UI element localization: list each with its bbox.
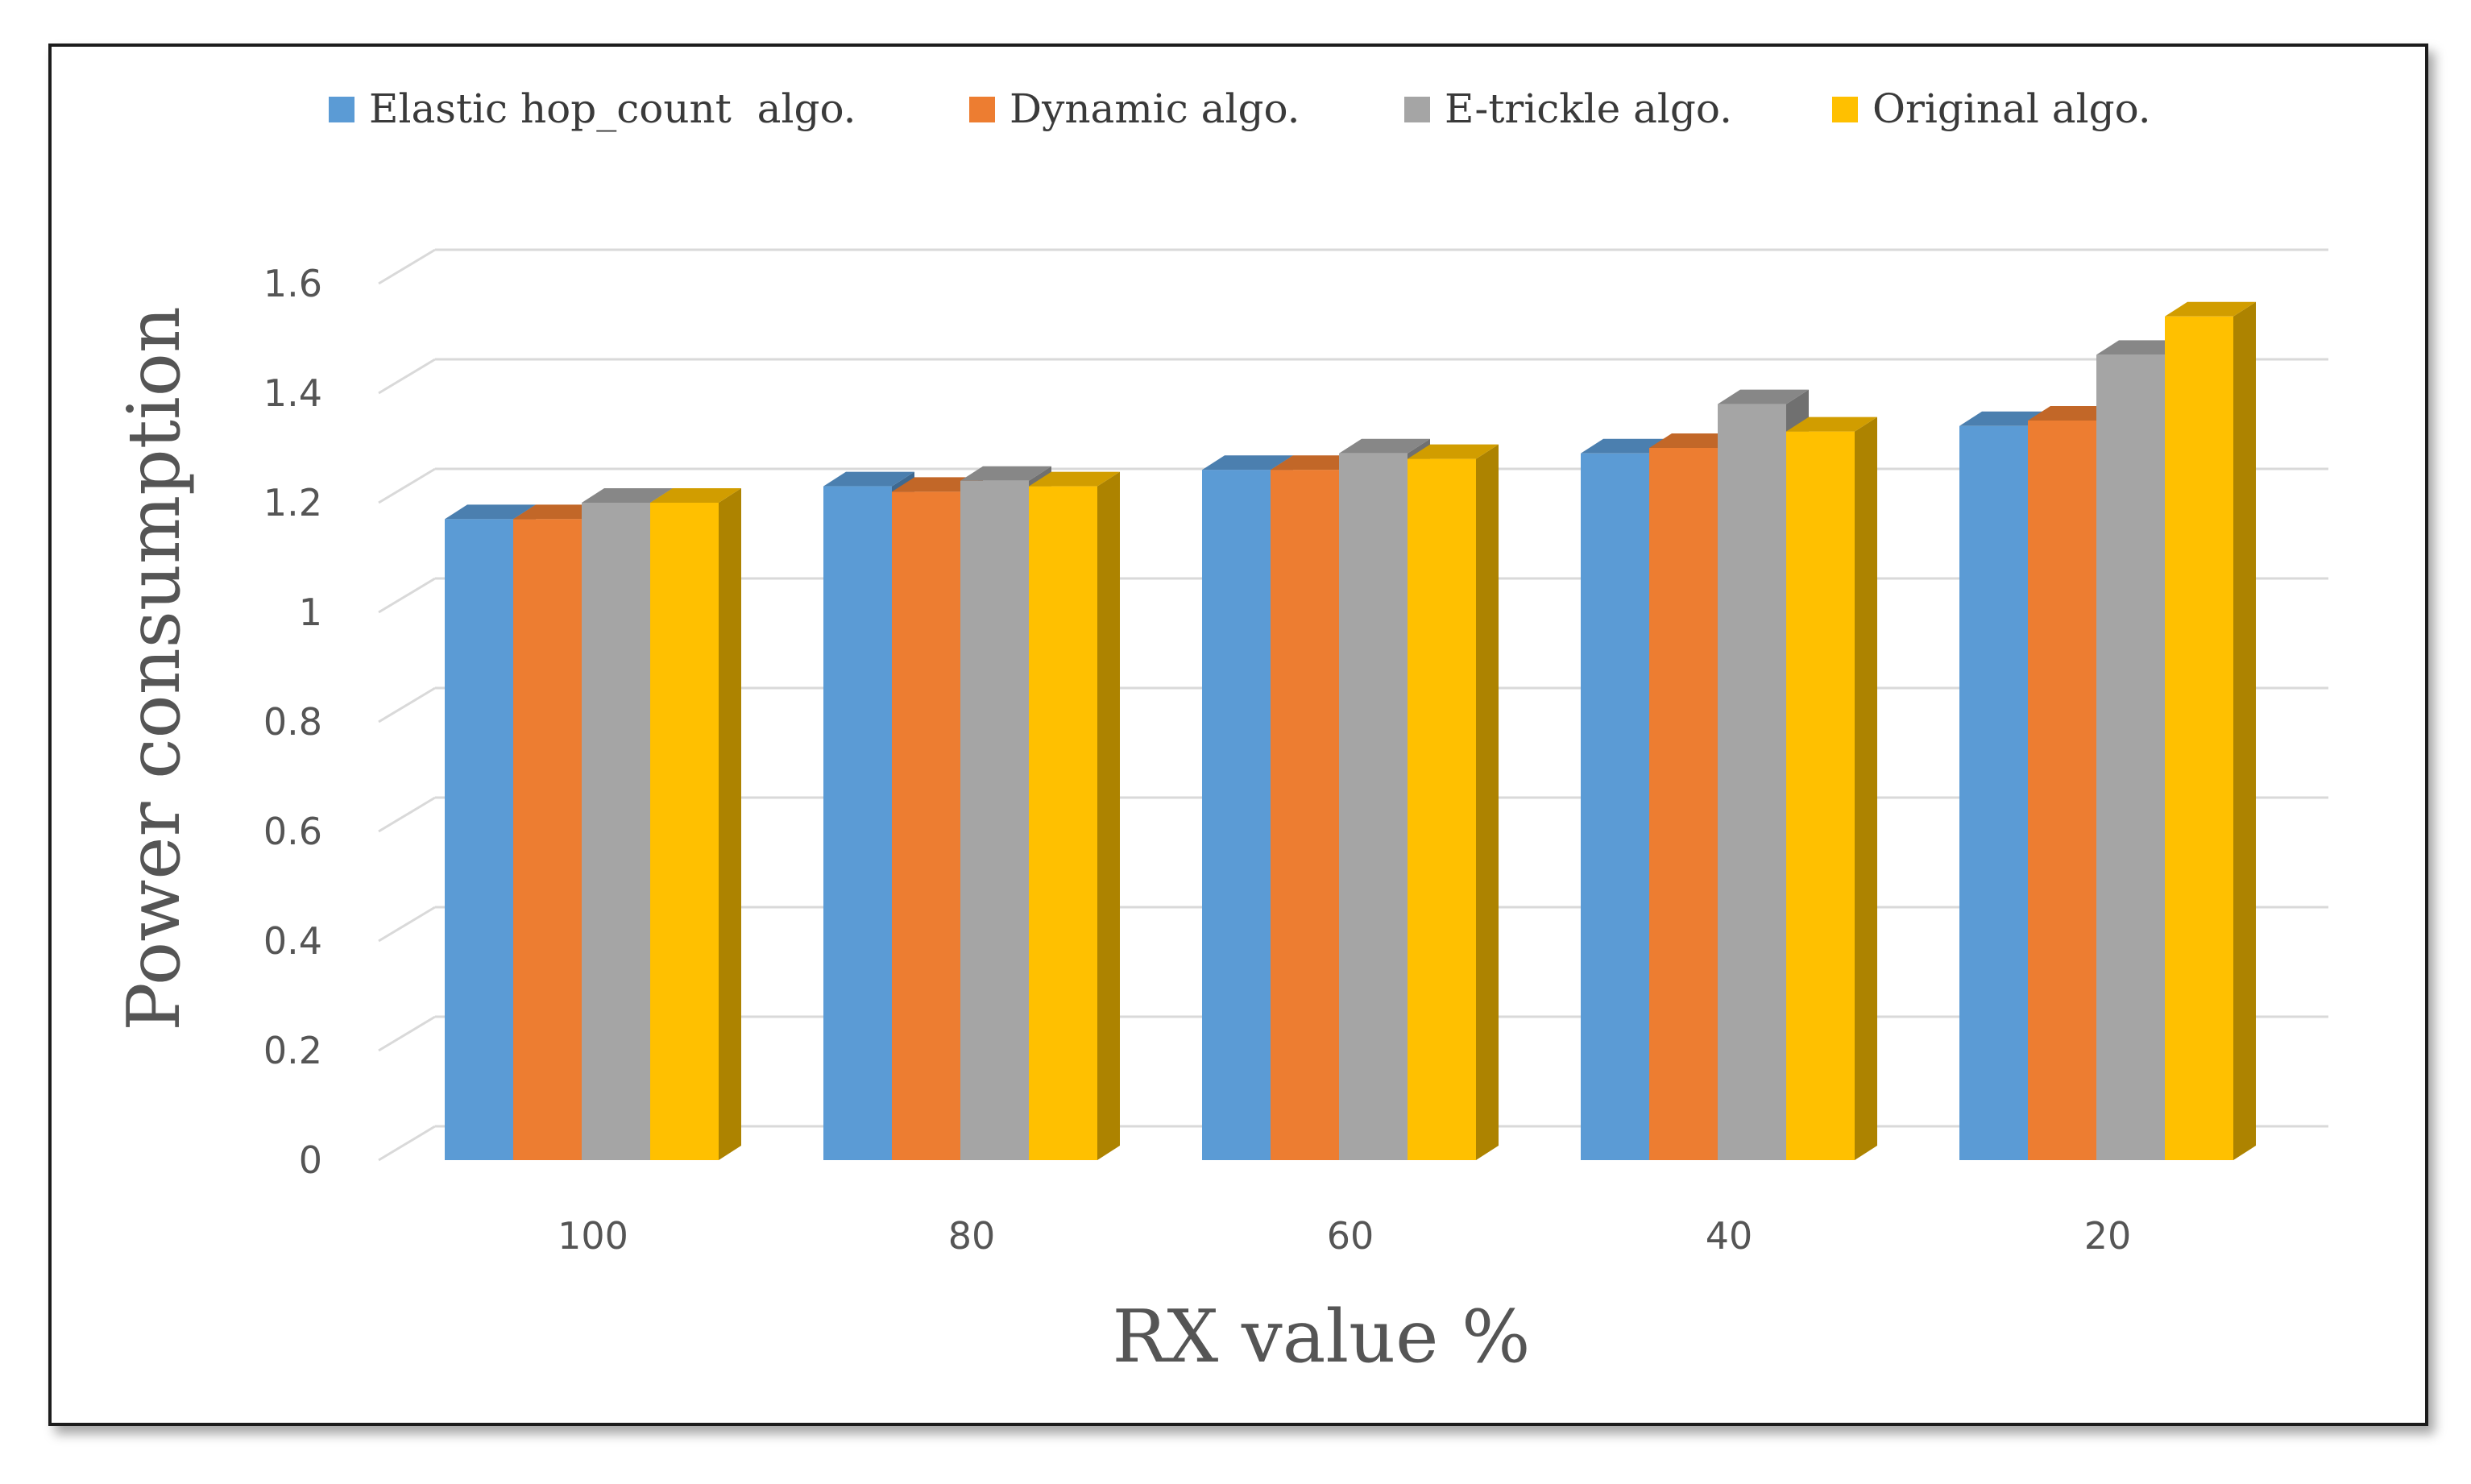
y-tick-label: 1.4 (263, 371, 322, 415)
y-tick-label: 1.2 (263, 481, 322, 524)
legend-swatch (1832, 97, 1858, 122)
bar-top (1581, 438, 1672, 454)
bar-front (650, 503, 719, 1160)
legend-swatch (329, 97, 354, 122)
bar-front (1581, 453, 1649, 1160)
x-tick-label: 100 (558, 1214, 628, 1258)
y-tick-label: 0.4 (263, 919, 322, 963)
bar-top (1271, 455, 1362, 470)
legend-item: Dynamic algo. (969, 85, 1300, 132)
y-tick-label: 0.6 (263, 810, 322, 853)
y-tick-label: 1.6 (263, 262, 322, 305)
bar-top (1649, 433, 1740, 448)
bar-top (1959, 411, 2050, 426)
bar-top (650, 488, 741, 503)
legend-swatch (1404, 97, 1430, 122)
legend-label: E-trickle algo. (1445, 85, 1732, 132)
bar (2165, 301, 2256, 1160)
y-axis-ticks: 0 0.2 0.4 0.6 0.8 1 1.2 1.4 1.6 (263, 262, 322, 1182)
bar-front (1408, 458, 1476, 1160)
y-tick-label: 1 (299, 591, 322, 634)
gridline-depth (378, 467, 436, 504)
bar (1786, 417, 1877, 1160)
bar-front (2028, 421, 2096, 1160)
bar-side (2233, 301, 2256, 1160)
bar-top (513, 504, 604, 520)
bar-front (1339, 453, 1408, 1160)
bar-top (1339, 438, 1430, 454)
legend-label: Original algo. (1872, 85, 2151, 132)
gridline-depth (378, 577, 436, 614)
bar-front (1029, 486, 1097, 1160)
y-tick-label: 0.2 (263, 1029, 322, 1072)
bar-front (1959, 425, 2028, 1160)
x-axis-title: RX value % (1112, 1295, 1530, 1379)
legend-item: Original algo. (1832, 85, 2151, 132)
legend-item: E-trickle algo. (1404, 85, 1732, 132)
bar-top (892, 477, 983, 492)
bar-side (1097, 471, 1120, 1160)
bar-top (1786, 417, 1877, 432)
bar-front (823, 486, 892, 1160)
x-tick-label: 60 (1327, 1214, 1374, 1258)
gridline-depth (378, 1015, 436, 1052)
bar (1029, 471, 1120, 1160)
gridline-depth (378, 358, 436, 395)
bar-front (513, 519, 582, 1160)
bar-top (2165, 301, 2256, 317)
gridline-depth (378, 248, 436, 285)
gridline-depth (378, 1125, 436, 1162)
gridline-depth (378, 796, 436, 833)
bar-top (1202, 455, 1293, 470)
bar-top (2028, 406, 2119, 421)
x-axis-ticks: 100 80 60 40 20 (558, 1214, 2131, 1258)
bar-front (445, 519, 513, 1160)
bar (1408, 444, 1499, 1160)
legend-label: Dynamic algo. (1010, 85, 1300, 132)
bar-top (1718, 389, 1809, 404)
legend-label: Elastic hop_count algo. (369, 85, 856, 132)
x-tick-label: 80 (948, 1214, 996, 1258)
bar-front (1202, 470, 1271, 1160)
legend: Elastic hop_count algo. Dynamic algo. E-tr… (329, 85, 2151, 132)
bar-top (445, 504, 536, 520)
bar-front (582, 503, 650, 1160)
y-tick-label: 0 (299, 1138, 322, 1182)
bar-front (960, 480, 1029, 1160)
bar-top (2096, 340, 2187, 355)
bar-side (719, 488, 741, 1160)
bar-front (892, 491, 960, 1160)
bar-top (960, 466, 1051, 481)
bar-front (2096, 354, 2165, 1160)
bar-top (823, 471, 914, 487)
bar-top (582, 488, 673, 503)
bar-side (1476, 444, 1499, 1160)
bar (650, 488, 741, 1160)
bar-top (1408, 444, 1499, 459)
y-tick-label: 0.8 (263, 700, 322, 744)
gridline-depth (378, 906, 436, 943)
gridline-depth (378, 686, 436, 723)
x-tick-label: 40 (1706, 1214, 1753, 1258)
bar-front (1718, 404, 1786, 1161)
x-tick-label: 20 (2084, 1214, 2132, 1258)
y-axis-title: Power consumption (112, 306, 197, 1031)
bar-top (1029, 471, 1120, 487)
bar-side (1855, 417, 1877, 1160)
legend-swatch (969, 97, 995, 122)
bar-front (1271, 470, 1339, 1160)
bar-front (2165, 316, 2233, 1160)
bar-front (1649, 448, 1718, 1160)
bars (445, 301, 2256, 1161)
legend-item: Elastic hop_count algo. (329, 85, 856, 132)
bar-front (1786, 431, 1855, 1160)
